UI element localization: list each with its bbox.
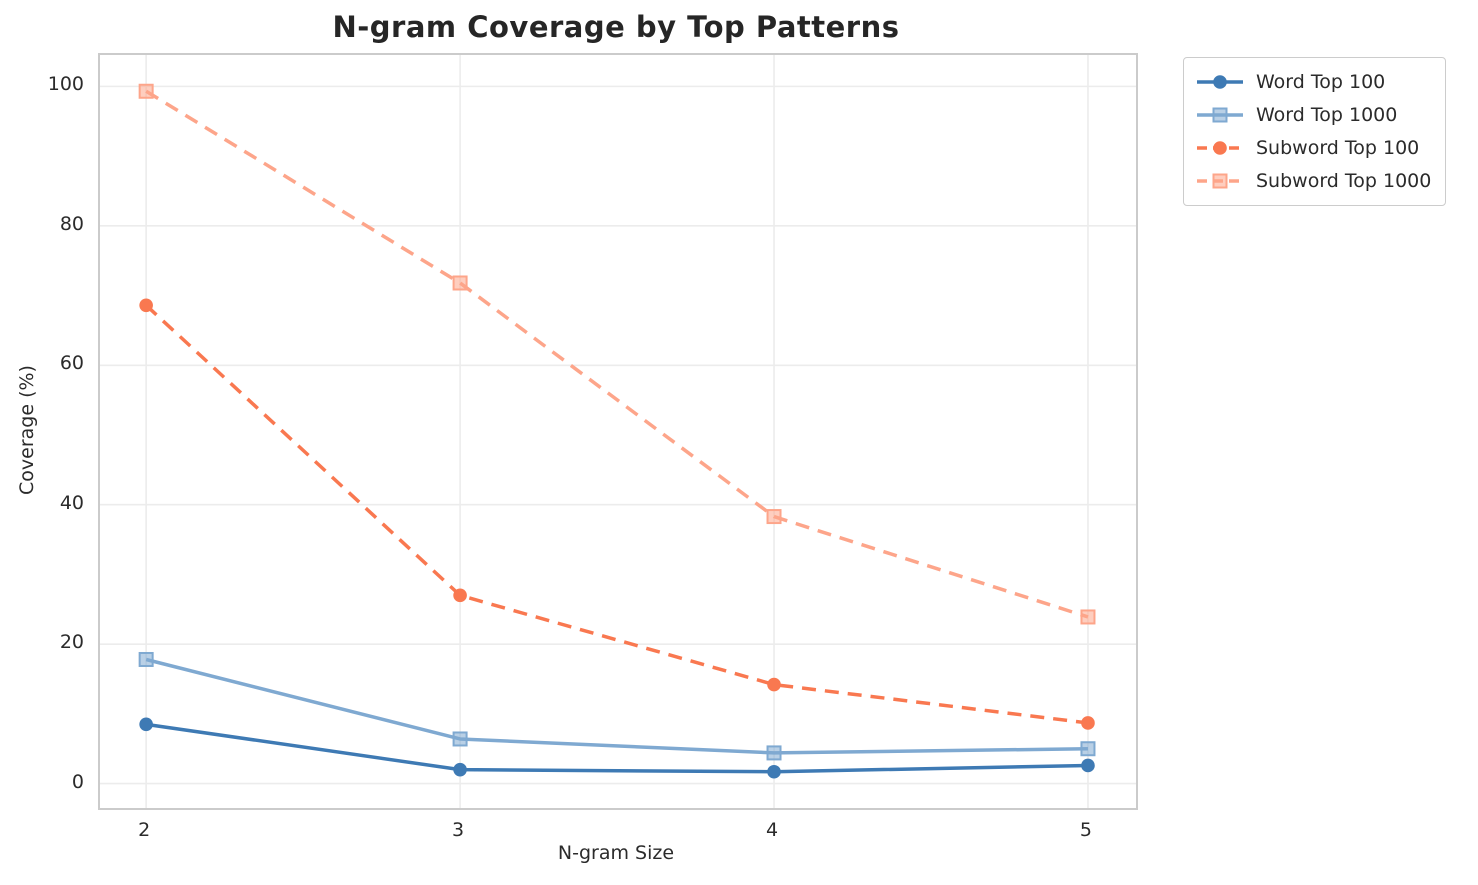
marker-subword-top-100-x4 — [767, 677, 781, 692]
marker-word-top-100-x3 — [453, 762, 467, 777]
marker-word-top-1000-x4 — [766, 745, 782, 761]
xtick-label-4: 4 — [765, 819, 779, 841]
circle-marker-swatch-icon — [1197, 141, 1243, 155]
ytick-label-60: 60 — [59, 352, 84, 375]
legend-item-word-top-100: Word Top 100 — [1196, 68, 1431, 96]
series-line-subword-top-1000 — [145, 89, 1089, 619]
series-line-word-top-1000 — [145, 657, 1088, 755]
series-line-subword-top-100 — [144, 304, 1089, 725]
legend-label: Subword Top 1000 — [1256, 170, 1432, 192]
marker-word-top-100-x5 — [1081, 758, 1095, 773]
xtick-label-2: 2 — [138, 819, 151, 841]
legend-item-word-top-1000: Word Top 1000 — [1196, 101, 1431, 129]
marker-word-top-1000-x3 — [452, 731, 468, 747]
series-line-word-top-100 — [145, 722, 1089, 774]
x-axis-label: N-gram Size — [557, 842, 675, 864]
marker-subword-top-100-x2 — [139, 298, 153, 313]
legend-item-subword-top-1000: Subword Top 1000 — [1196, 167, 1431, 195]
ytick-label-40: 40 — [59, 491, 84, 514]
legend: Word Top 100 Word Top 1000 Subword Top 100… — [1183, 57, 1447, 206]
marker-subword-top-1000-x4 — [766, 509, 782, 525]
plot-canvas — [100, 55, 1136, 808]
ytick-label-20: 20 — [59, 631, 84, 654]
legend-label: Subword Top 100 — [1256, 137, 1420, 159]
ytick-label-0: 0 — [71, 770, 84, 793]
square-marker-swatch-icon — [1197, 107, 1243, 123]
marker-word-top-1000-x5 — [1080, 741, 1096, 757]
marker-subword-top-1000-x5 — [1080, 609, 1096, 625]
ytick-label-100: 100 — [47, 73, 84, 96]
xtick-label-3: 3 — [452, 819, 465, 841]
marker-subword-top-1000-x2 — [138, 83, 154, 99]
marker-word-top-100-x2 — [139, 717, 153, 732]
marker-word-top-100-x4 — [767, 764, 781, 779]
legend-label: Word Top 1000 — [1256, 104, 1398, 126]
marker-subword-top-100-x5 — [1081, 716, 1095, 730]
chart-title: N-gram Coverage by Top Patterns — [332, 10, 900, 44]
marker-subword-top-100-x3 — [453, 588, 467, 603]
y-axis-label: Coverage (%) — [16, 365, 38, 495]
circle-marker-swatch-icon — [1197, 75, 1243, 89]
xtick-label-5: 5 — [1079, 819, 1092, 841]
square-marker-swatch-icon — [1197, 173, 1243, 189]
plot-area — [98, 53, 1138, 810]
legend-label: Word Top 100 — [1256, 71, 1386, 93]
legend-item-subword-top-100: Subword Top 100 — [1196, 134, 1431, 162]
marker-subword-top-1000-x3 — [452, 275, 468, 291]
marker-word-top-1000-x2 — [138, 651, 154, 667]
ytick-label-80: 80 — [59, 212, 84, 235]
